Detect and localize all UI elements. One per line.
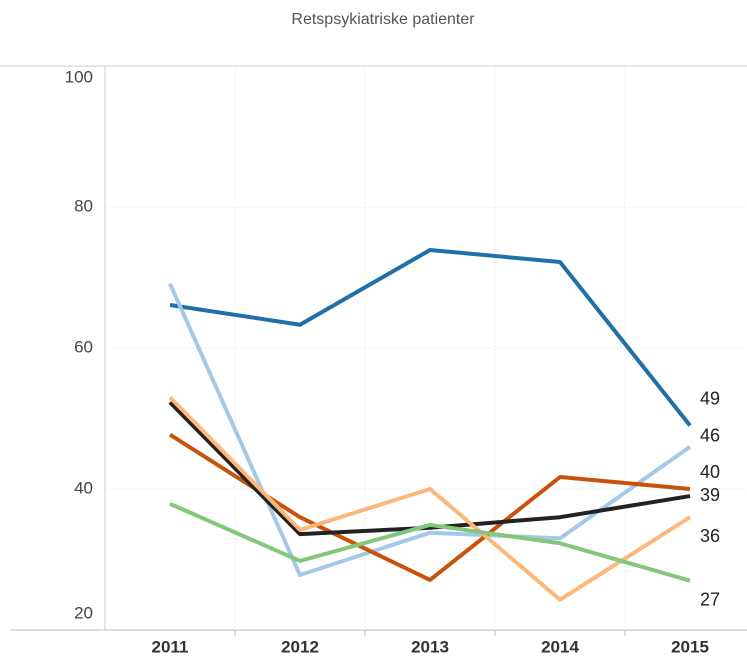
end-label: 49 bbox=[700, 388, 720, 408]
x-tick-label: 2011 bbox=[152, 637, 189, 656]
end-label: 46 bbox=[700, 425, 720, 445]
end-label: 39 bbox=[700, 485, 720, 505]
y-tick-label: 60 bbox=[74, 337, 93, 356]
x-tick-label: 2013 bbox=[411, 637, 449, 656]
end-label: 40 bbox=[700, 462, 720, 482]
series-line bbox=[169, 248, 692, 427]
series-line bbox=[168, 400, 691, 537]
y-tick-label: 20 bbox=[74, 603, 93, 622]
end-label: 27 bbox=[700, 589, 720, 609]
series-line bbox=[168, 283, 692, 578]
y-tick-label: 40 bbox=[74, 478, 93, 497]
x-tick-label: 2014 bbox=[541, 637, 579, 656]
chart-title: Retspsykiatriske patienter bbox=[291, 11, 475, 28]
y-tick-label: 80 bbox=[74, 196, 93, 215]
x-tick-label: 2012 bbox=[281, 637, 319, 656]
series-line bbox=[168, 395, 692, 602]
end-label: 36 bbox=[700, 526, 720, 546]
series-line bbox=[169, 501, 691, 583]
y-tick-label: 100 bbox=[65, 67, 93, 86]
x-tick-label: 2015 bbox=[671, 637, 709, 656]
